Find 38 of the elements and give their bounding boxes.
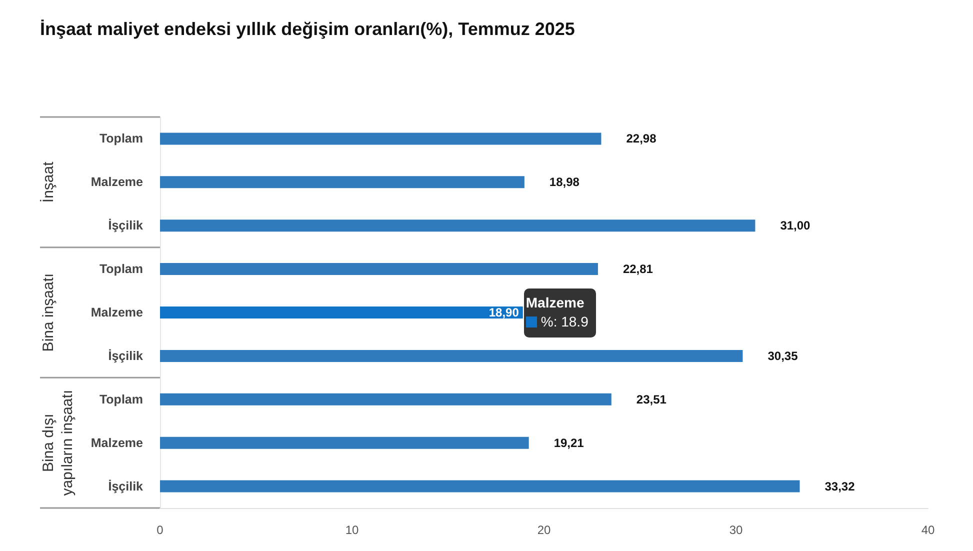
data-label: 33,32: [824, 479, 856, 494]
bar: [160, 393, 612, 406]
tooltip: Malzeme %: 18.9: [524, 288, 596, 337]
x-tick-label: 0: [156, 523, 164, 537]
data-label: 22,81: [622, 262, 654, 276]
bar: [160, 263, 598, 276]
bar: [160, 176, 524, 188]
bar: [160, 350, 743, 362]
x-tick-label: 30: [729, 523, 743, 537]
text: Bina inşaatı: [40, 273, 57, 352]
data-label: 18,90: [488, 306, 520, 320]
y-tick-label: İşçilik: [108, 218, 144, 233]
bar: [160, 306, 523, 318]
x-tick-label: 40: [921, 523, 935, 537]
text: Bina dışı yapıların inşaatı: [40, 390, 76, 496]
bar: [160, 436, 529, 449]
bar: [160, 220, 756, 232]
data-label: 31,00: [780, 218, 811, 233]
data-label: 30,35: [768, 348, 798, 363]
data-label: 23,51: [636, 392, 667, 406]
y-tick-label: Malzeme: [90, 436, 144, 450]
y-tick-label: İşçilik: [108, 479, 144, 494]
bar: [160, 132, 602, 145]
data-label: 22,98: [626, 132, 657, 146]
y-tick-label: Malzeme: [90, 306, 144, 320]
annotation: Malzeme %: 18.9: [526, 293, 588, 331]
chart-title: İnşaat maliyet endeksi yıllık değişim oranları(%), Temmuz 2025: [40, 19, 575, 39]
y-tick-label: Toplam: [99, 132, 143, 146]
y-tick-label: Toplam: [99, 262, 143, 276]
x-tick-label: 20: [537, 523, 551, 537]
y-tick-label: Toplam: [99, 392, 143, 406]
bar: [160, 480, 800, 492]
text: İnşaat: [39, 160, 57, 203]
y-tick-label: Malzeme: [90, 175, 144, 190]
x-tick-label: 10: [345, 523, 359, 537]
data-label: 19,21: [554, 436, 584, 450]
y-tick-label: İşçilik: [108, 348, 144, 363]
data-label: 18,98: [549, 175, 580, 190]
